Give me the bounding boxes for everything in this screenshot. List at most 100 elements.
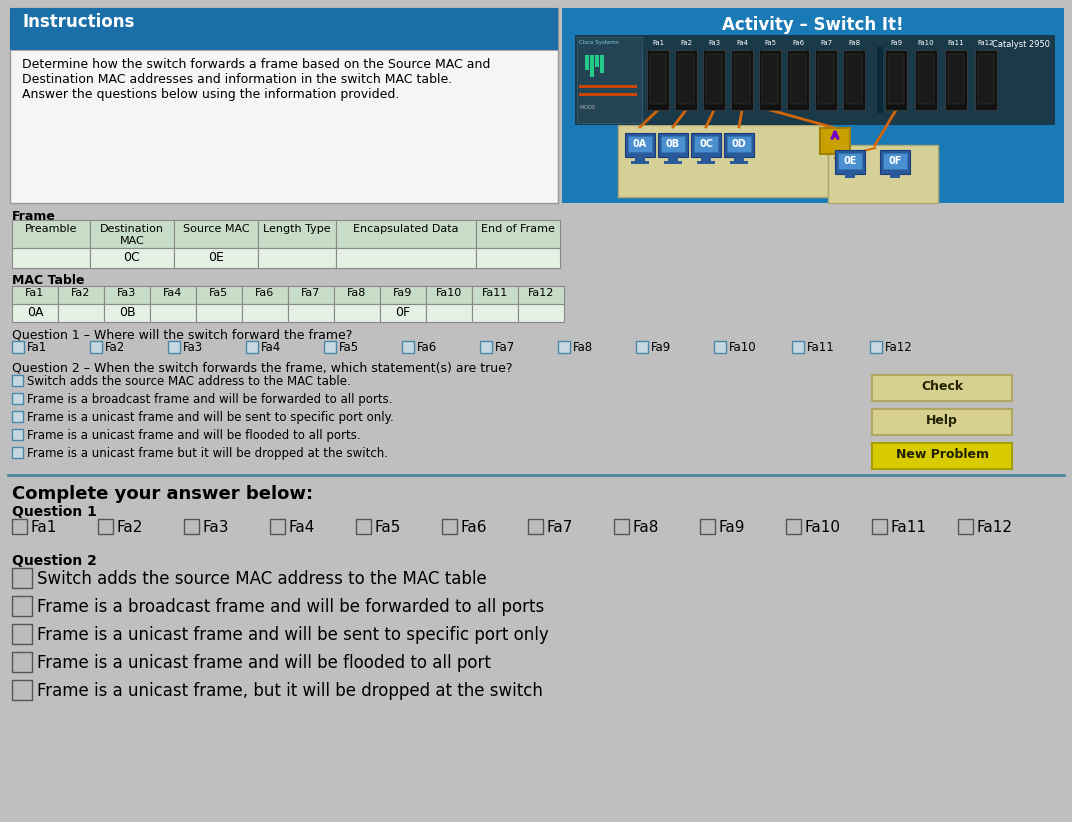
Bar (883, 153, 907, 169)
Bar (150, 286, 196, 304)
Bar (288, 286, 334, 304)
Bar (12, 393, 23, 404)
Text: Frame is a broadcast frame and will be forwarded to all ports.: Frame is a broadcast frame and will be f… (27, 393, 392, 406)
Text: End of Frame: End of Frame (481, 224, 555, 234)
Bar (10, 8, 559, 50)
Bar (334, 286, 379, 304)
Text: Fa10: Fa10 (918, 40, 935, 46)
Bar (734, 157, 744, 161)
Bar (664, 161, 682, 164)
Text: Question 1: Question 1 (12, 505, 96, 519)
Bar (727, 136, 751, 152)
Text: Source MAC: Source MAC (182, 224, 250, 234)
Bar (12, 375, 23, 386)
Bar (270, 519, 285, 534)
Text: Check: Check (921, 380, 963, 393)
Bar (12, 304, 58, 322)
Bar (691, 133, 721, 157)
Bar (890, 174, 900, 178)
Text: Instructions: Instructions (23, 13, 134, 31)
Bar (838, 153, 862, 169)
Bar (647, 50, 669, 110)
Text: Switch adds the source MAC address to the MAC table: Switch adds the source MAC address to th… (38, 570, 487, 588)
Text: Fa3: Fa3 (708, 40, 720, 46)
Bar (12, 220, 90, 248)
Text: Help: Help (926, 414, 958, 427)
Text: 0C: 0C (699, 139, 713, 149)
Bar (10, 8, 559, 203)
Bar (12, 680, 32, 700)
Bar (12, 568, 32, 588)
Text: Fa3: Fa3 (117, 288, 136, 298)
Bar (697, 161, 715, 164)
Bar (885, 50, 907, 110)
Bar (242, 286, 288, 304)
Bar (731, 50, 753, 110)
Bar (617, 125, 828, 197)
Bar (518, 286, 564, 304)
Text: Cisco Systems: Cisco Systems (579, 40, 619, 45)
Bar (595, 55, 599, 67)
Bar (12, 411, 23, 422)
Text: Frame is a unicast frame and will be flooded to all port: Frame is a unicast frame and will be flo… (38, 654, 491, 672)
Bar (528, 519, 544, 534)
Bar (12, 624, 32, 644)
Text: Fa7: Fa7 (495, 341, 516, 354)
Bar (790, 54, 806, 104)
Bar (590, 55, 594, 77)
Text: Frame is a unicast frame and will be sent to specific port only.: Frame is a unicast frame and will be sen… (27, 411, 393, 424)
Bar (734, 54, 750, 104)
Bar (334, 304, 379, 322)
Bar (174, 220, 258, 248)
Text: Frame is a unicast frame and will be flooded to all ports.: Frame is a unicast frame and will be flo… (27, 429, 360, 442)
Bar (818, 54, 834, 104)
Bar (762, 54, 778, 104)
Bar (90, 220, 174, 248)
Text: Question 2: Question 2 (12, 554, 96, 568)
Bar (730, 161, 748, 164)
Bar (336, 220, 476, 248)
Bar (694, 136, 718, 152)
Bar (701, 157, 711, 161)
Bar (661, 136, 685, 152)
Bar (476, 220, 560, 248)
Bar (12, 596, 32, 616)
Text: Fa12: Fa12 (885, 341, 912, 354)
Text: Fa5: Fa5 (764, 40, 776, 46)
Text: Destination
MAC: Destination MAC (100, 224, 164, 246)
Text: Fa5: Fa5 (209, 288, 228, 298)
Text: Fa1: Fa1 (30, 520, 57, 535)
Text: Fa6: Fa6 (792, 40, 804, 46)
Bar (872, 409, 1012, 435)
Bar (703, 50, 725, 110)
Bar (242, 304, 288, 322)
Bar (846, 54, 862, 104)
Bar (12, 447, 23, 458)
Bar (288, 304, 334, 322)
Text: Fa10: Fa10 (436, 288, 462, 298)
Text: Activity – Switch It!: Activity – Switch It! (723, 16, 904, 34)
Bar (480, 341, 492, 353)
Text: Frame is a unicast frame but it will be dropped at the switch.: Frame is a unicast frame but it will be … (27, 447, 388, 460)
Bar (786, 519, 801, 534)
Bar (870, 341, 882, 353)
Bar (918, 54, 934, 104)
Bar (12, 341, 24, 353)
Bar (585, 55, 589, 70)
Text: Fa5: Fa5 (339, 341, 359, 354)
Text: Fa12: Fa12 (978, 40, 994, 46)
Bar (625, 133, 655, 157)
Bar (579, 85, 637, 88)
Bar (402, 341, 414, 353)
Bar (476, 248, 560, 268)
Text: Fa4: Fa4 (736, 40, 748, 46)
Text: Fa8: Fa8 (347, 288, 367, 298)
Bar (872, 443, 1012, 469)
Bar (90, 341, 102, 353)
Text: Fa1: Fa1 (652, 40, 664, 46)
Bar (12, 519, 27, 534)
Text: Frame is a unicast frame, but it will be dropped at the switch: Frame is a unicast frame, but it will be… (38, 682, 542, 700)
Bar (835, 150, 865, 174)
Text: Fa9: Fa9 (890, 40, 902, 46)
Bar (58, 286, 104, 304)
